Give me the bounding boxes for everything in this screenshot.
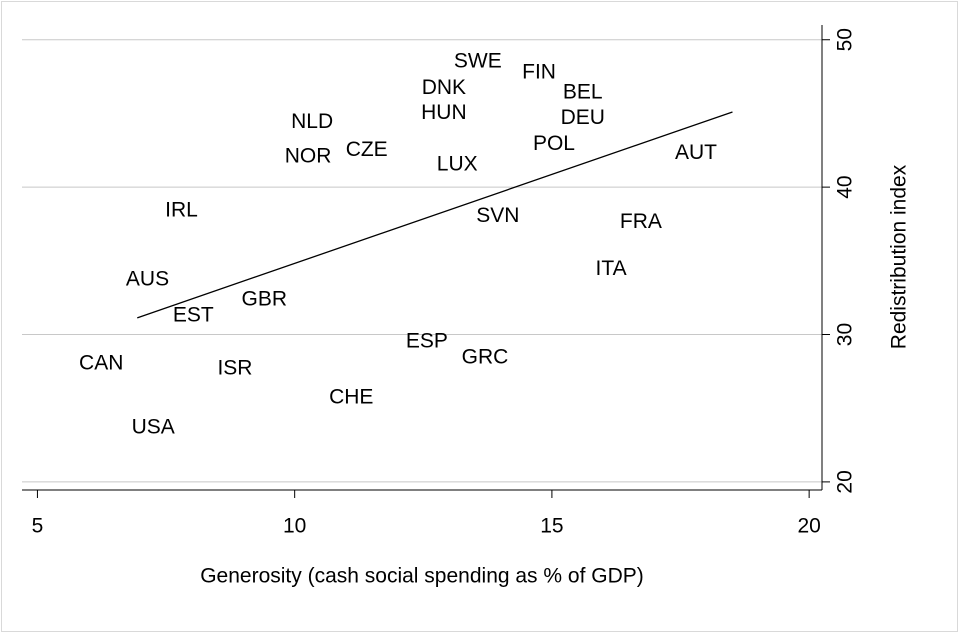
point-label: ITA [596, 257, 627, 280]
point-label: DEU [561, 106, 605, 129]
point-label: AUS [126, 268, 169, 291]
y-tick-label: 20 [834, 470, 857, 493]
point-label: SWE [454, 49, 502, 72]
point-label: CZE [346, 138, 388, 161]
y-tick-label: 40 [834, 175, 857, 198]
x-tick-label: 5 [32, 515, 44, 538]
point-label: EST [173, 303, 214, 326]
point-label: AUT [675, 141, 717, 164]
point-label: GBR [242, 287, 288, 310]
x-tick-label: 10 [283, 515, 306, 538]
point-label: NOR [285, 144, 332, 167]
point-label: NLD [291, 110, 333, 133]
point-label: CHE [329, 385, 373, 408]
point-label: IRL [165, 198, 198, 221]
point-label: POL [533, 132, 575, 155]
y-tick-label: 30 [834, 323, 857, 346]
point-label: FRA [620, 210, 662, 233]
fit-line [137, 111, 733, 319]
point-label: GRC [462, 346, 509, 369]
point-label: ESP [406, 329, 448, 352]
point-label: BEL [563, 80, 603, 103]
point-label: SVN [476, 204, 519, 227]
point-label: CAN [79, 352, 123, 375]
x-tick-label: 20 [797, 515, 820, 538]
y-tick-label: 50 [834, 28, 857, 51]
point-label: HUN [421, 101, 467, 124]
y-axis-label: Redistribution index [888, 164, 911, 349]
point-label: ISR [217, 357, 252, 380]
point-label: LUX [437, 153, 478, 176]
point-label: DNK [422, 76, 466, 99]
point-label: USA [132, 415, 175, 438]
point-label: FIN [522, 60, 556, 83]
x-axis-label: Generosity (cash social spending as % of… [200, 565, 644, 588]
x-tick-label: 15 [540, 515, 563, 538]
